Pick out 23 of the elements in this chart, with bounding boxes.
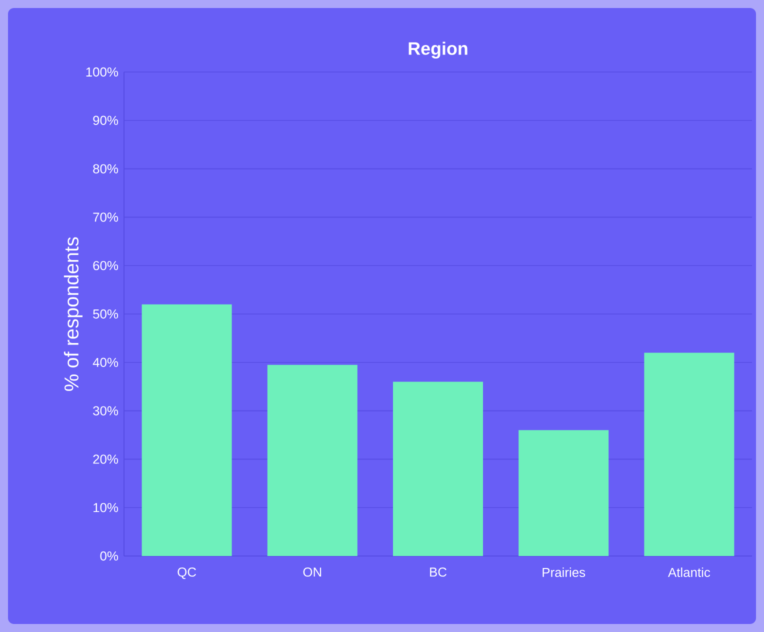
x-tick-label: QC bbox=[178, 567, 196, 579]
bar bbox=[267, 364, 358, 556]
y-tick-label: 80% bbox=[93, 164, 118, 174]
y-tick-label: 30% bbox=[93, 406, 118, 416]
x-tick-label: Atlantic bbox=[668, 567, 710, 577]
y-tick-label: 20% bbox=[93, 454, 118, 464]
y-tick-label: 40% bbox=[92, 358, 118, 367]
bar bbox=[518, 430, 609, 556]
x-tick-label: BC bbox=[430, 567, 446, 577]
y-tick-label: 100% bbox=[86, 67, 118, 77]
y-tick-label: 10% bbox=[94, 503, 118, 512]
y-tick-label: 90% bbox=[93, 116, 118, 125]
x-tick-label: Prairies bbox=[542, 567, 586, 577]
y-tick-label: 0% bbox=[100, 551, 118, 561]
y-tick-label: 50% bbox=[93, 309, 118, 319]
bar bbox=[393, 382, 483, 556]
y-axis-title: % of respondents bbox=[64, 237, 83, 391]
chart-title: Region bbox=[408, 42, 468, 59]
bar bbox=[644, 352, 734, 556]
y-tick-label: 70% bbox=[93, 212, 118, 222]
x-tick-label: ON bbox=[303, 567, 322, 577]
y-tick-label: 60% bbox=[93, 261, 118, 270]
bar bbox=[142, 304, 232, 556]
